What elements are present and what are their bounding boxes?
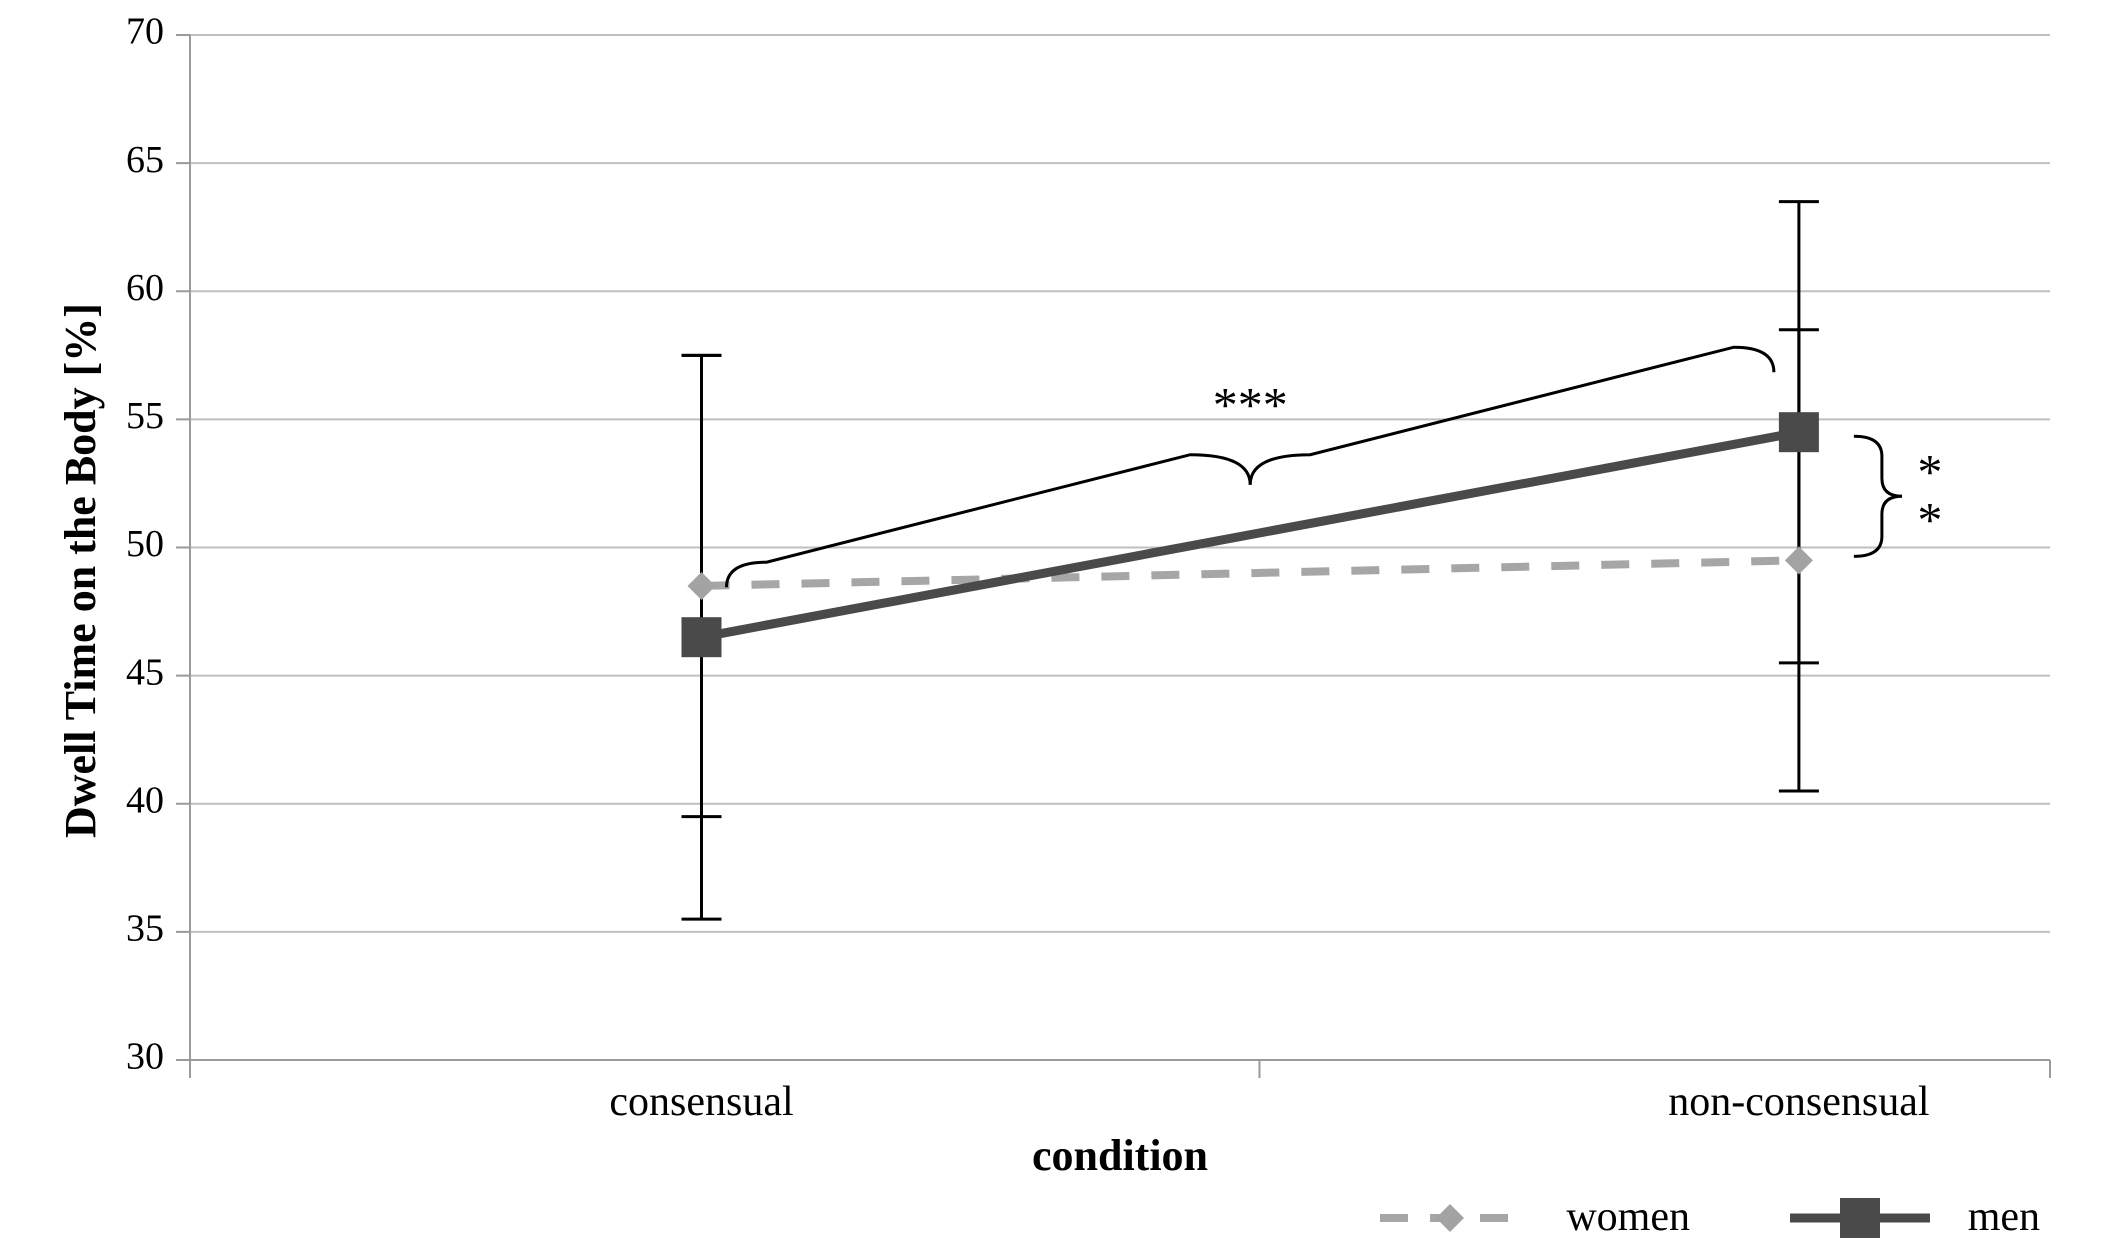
x-tick-label: non-consensual <box>1668 1079 1929 1125</box>
legend-label-men: men <box>1968 1194 2040 1240</box>
marker-square <box>1840 1198 1880 1238</box>
chart-container: 30 35 40 45 50 55 60 65 70 consensual non-consensu… <box>0 0 2115 1257</box>
y-tick-label: 35 <box>126 908 164 950</box>
y-tick-label: 70 <box>126 11 164 53</box>
marker-square <box>682 617 722 657</box>
marker-square <box>1779 412 1819 452</box>
legend-label-women: women <box>1566 1194 1690 1240</box>
y-tick-label: 50 <box>126 523 164 565</box>
y-tick-label: 40 <box>126 779 164 821</box>
y-tick-label: 65 <box>126 139 164 181</box>
y-tick-label: 45 <box>126 651 164 693</box>
sig-label-triple: *** <box>1213 377 1288 433</box>
y-tick-label: 30 <box>126 1036 164 1078</box>
x-axis-title: condition <box>1032 1131 1208 1180</box>
sig-label-double: * <box>1917 491 1942 547</box>
y-axis-title: Dwell Time on the Body [%] <box>55 303 106 838</box>
y-tick-label: 60 <box>126 267 164 309</box>
chart-svg: 30 35 40 45 50 55 60 65 70 consensual non-consensu… <box>0 0 2115 1257</box>
y-tick-label: 55 <box>126 395 164 437</box>
x-tick-label: consensual <box>609 1079 793 1125</box>
